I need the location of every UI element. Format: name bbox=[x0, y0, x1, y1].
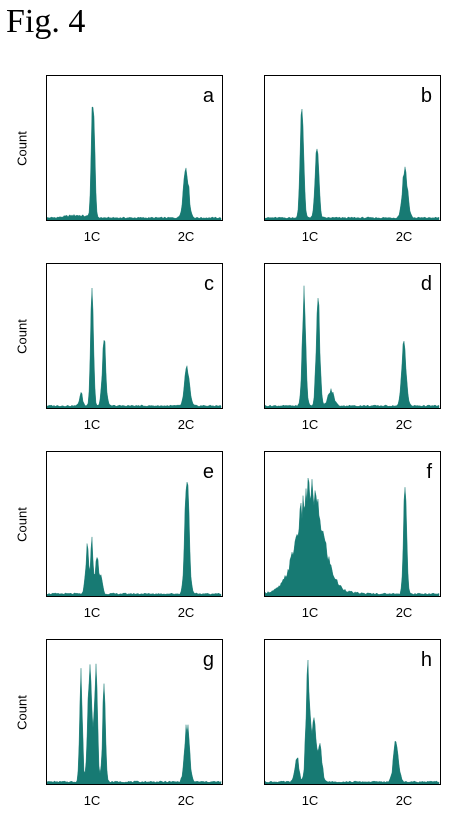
x-tick-label: 2C bbox=[177, 605, 195, 620]
y-axis-label: Count bbox=[14, 695, 30, 730]
x-tick-label: 2C bbox=[177, 793, 195, 808]
histogram-plot-h: h bbox=[264, 639, 441, 785]
x-tick-label: 1C bbox=[83, 229, 101, 244]
panel-letter: a bbox=[203, 85, 215, 107]
plot-frame bbox=[46, 75, 223, 221]
histogram-plot-a: a bbox=[46, 75, 223, 221]
plot-frame bbox=[264, 451, 441, 597]
x-tick-label: 2C bbox=[395, 605, 413, 620]
x-tick-label: 2C bbox=[177, 229, 195, 244]
x-tick-label: 1C bbox=[301, 605, 319, 620]
y-axis-label: Count bbox=[14, 319, 30, 354]
x-tick-label: 2C bbox=[177, 417, 195, 432]
histogram-area bbox=[46, 287, 222, 409]
histogram-panel-c: c 1C 2C bbox=[46, 263, 242, 432]
histogram-panel-e: e 1C 2C bbox=[46, 451, 242, 620]
panel-letter: g bbox=[203, 649, 214, 671]
x-tick-label: 1C bbox=[301, 229, 319, 244]
histogram-area bbox=[46, 663, 222, 785]
histogram-panel-b: b 1C 2C bbox=[264, 75, 460, 244]
y-axis-label: Count bbox=[14, 507, 30, 542]
panel-letter: c bbox=[204, 273, 214, 295]
panel-letter: e bbox=[203, 461, 214, 483]
histogram-plot-g: g bbox=[46, 639, 223, 785]
figure-title: Fig. 4 bbox=[6, 3, 86, 40]
panel-letter: f bbox=[426, 461, 432, 483]
plot-frame bbox=[46, 639, 223, 785]
x-tick-label: 1C bbox=[83, 605, 101, 620]
histogram-area bbox=[264, 659, 440, 785]
x-tick-label: 2C bbox=[395, 229, 413, 244]
x-tick-label: 1C bbox=[301, 793, 319, 808]
plot-frame bbox=[46, 451, 223, 597]
histogram-panel-g: g 1C 2C bbox=[46, 639, 242, 808]
x-tick-label: 2C bbox=[395, 417, 413, 432]
histogram-area bbox=[46, 106, 222, 221]
histogram-plot-d: d bbox=[264, 263, 441, 409]
histogram-plot-c: c bbox=[46, 263, 223, 409]
panel-letter: d bbox=[421, 273, 432, 295]
histogram-panel-a: a 1C 2C bbox=[46, 75, 242, 244]
histogram-plot-b: b bbox=[264, 75, 441, 221]
histogram-plot-f: f bbox=[264, 451, 441, 597]
x-tick-label: 2C bbox=[395, 793, 413, 808]
histogram-area bbox=[46, 481, 222, 597]
plot-frame bbox=[264, 639, 441, 785]
plot-frame bbox=[264, 263, 441, 409]
histogram-panel-h: h 1C 2C bbox=[264, 639, 460, 808]
histogram-plot-e: e bbox=[46, 451, 223, 597]
x-tick-label: 1C bbox=[301, 417, 319, 432]
plot-frame bbox=[264, 75, 441, 221]
y-axis-label: Count bbox=[14, 131, 30, 166]
histogram-area bbox=[264, 285, 440, 409]
panel-letter: b bbox=[421, 85, 432, 107]
histogram-area bbox=[264, 108, 440, 221]
x-tick-label: 1C bbox=[83, 793, 101, 808]
panel-letter: h bbox=[421, 649, 432, 671]
histogram-panel-f: f 1C 2C bbox=[264, 451, 460, 620]
histogram-panel-d: d 1C 2C bbox=[264, 263, 460, 432]
histogram-area bbox=[264, 477, 440, 597]
x-tick-label: 1C bbox=[83, 417, 101, 432]
plot-frame bbox=[46, 263, 223, 409]
